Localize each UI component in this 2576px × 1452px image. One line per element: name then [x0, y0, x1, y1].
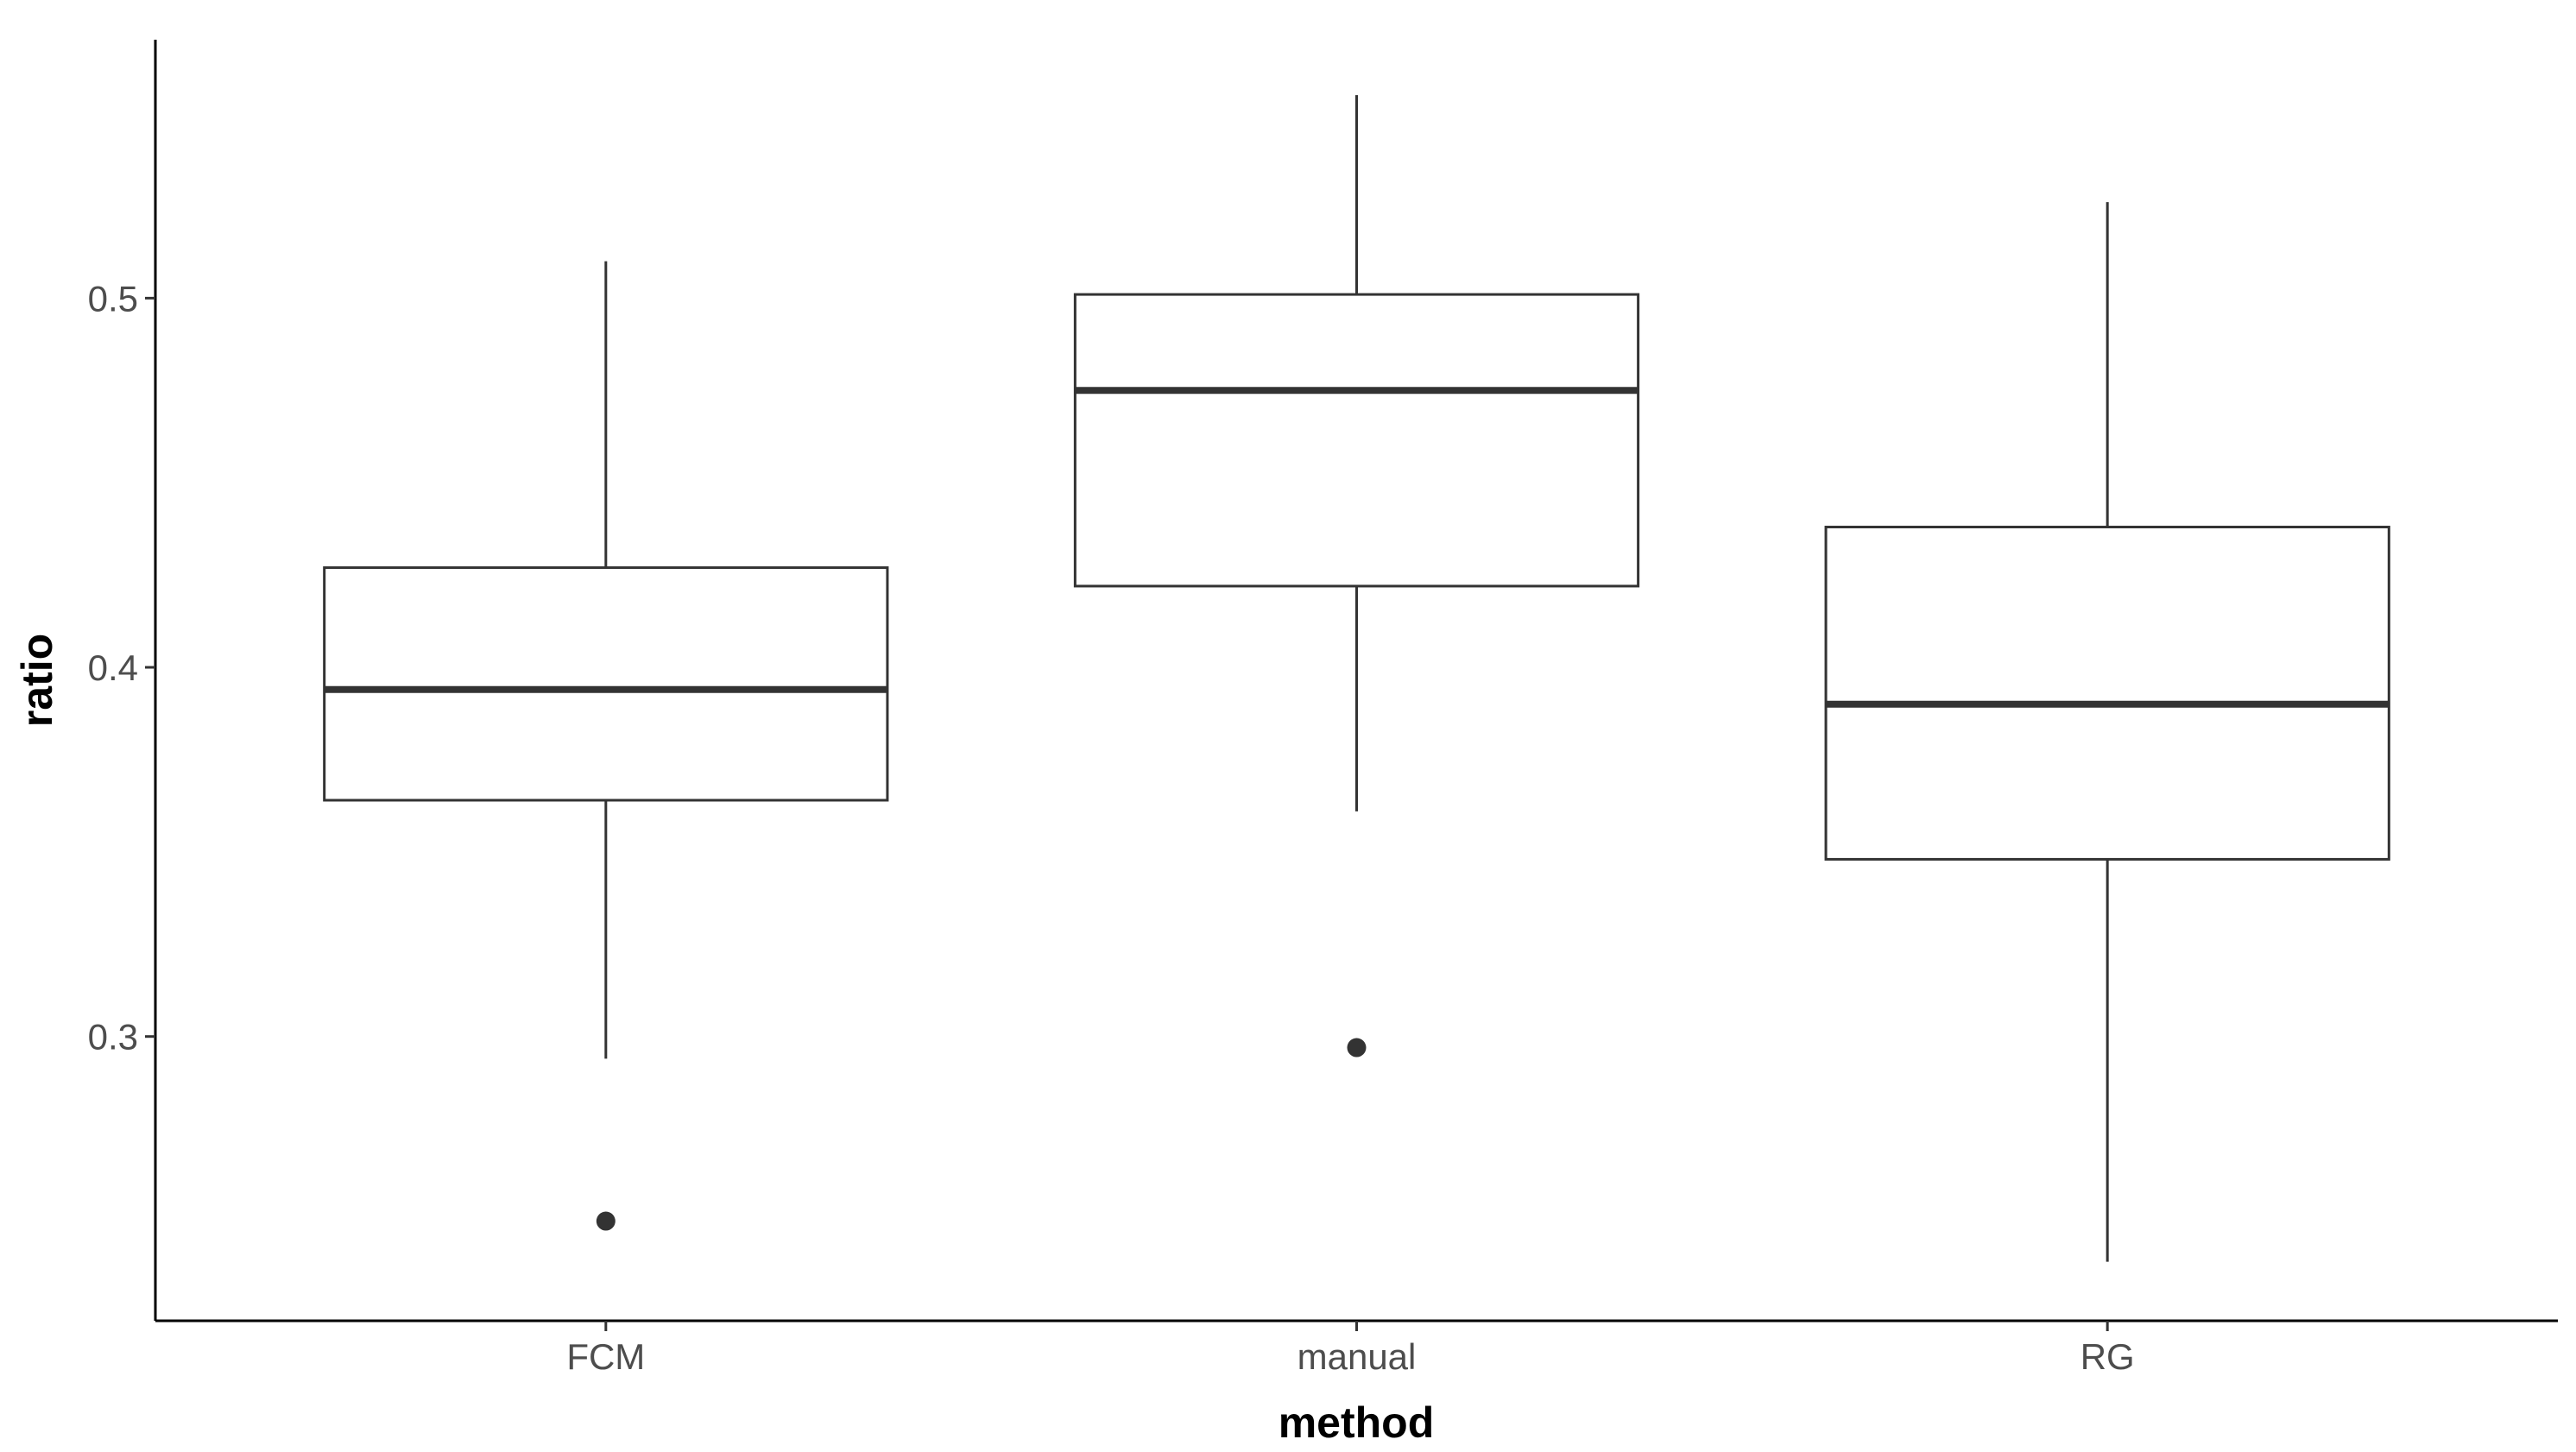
x-tick-label-rg: RG [2080, 1336, 2135, 1377]
box-group-rg [1824, 202, 2390, 1262]
box-group-fcm [323, 261, 889, 1231]
outlier-point-manual-0 [1347, 1038, 1367, 1057]
x-tick-label-manual: manual [1297, 1336, 1417, 1377]
y-ticks: 0.3 0.4 0.5 [88, 278, 155, 1057]
x-ticks: FCM manual RG [566, 1321, 2135, 1377]
plot-marks [323, 95, 2390, 1262]
x-tick-label-fcm: FCM [566, 1336, 645, 1377]
box-manual [1073, 293, 1640, 588]
y-tick-label-0: 0.3 [88, 1017, 138, 1057]
box-group-manual [1073, 95, 1640, 1057]
box-rg [1824, 526, 2390, 861]
y-axis-title: ratio [13, 634, 61, 727]
box-fcm [323, 566, 889, 802]
y-tick-label-2: 0.5 [88, 278, 138, 319]
outlier-point-fcm-0 [596, 1211, 616, 1231]
x-axis-title: method [1279, 1398, 1435, 1447]
y-tick-label-1: 0.4 [88, 647, 138, 688]
